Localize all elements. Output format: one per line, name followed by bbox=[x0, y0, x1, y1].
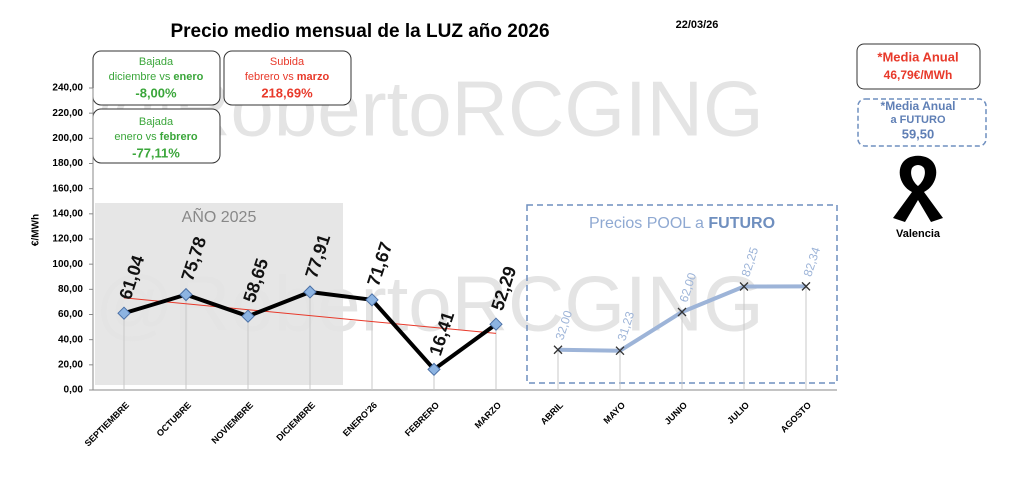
marker bbox=[117, 306, 131, 320]
y-axis-label: €/MWh bbox=[31, 214, 42, 246]
future-text: Precios POOL a bbox=[589, 215, 708, 232]
box-text: diciembre vs bbox=[109, 71, 174, 83]
city: Valencia bbox=[896, 228, 941, 240]
annual-future-label: *Media Anual bbox=[881, 99, 956, 113]
x-tick-label: SEPTIEMBRE bbox=[83, 400, 131, 448]
trendline bbox=[123, 297, 497, 334]
y-tick-label: 180,00 bbox=[52, 158, 83, 169]
marker bbox=[365, 293, 379, 307]
y-tick-label: 220,00 bbox=[52, 108, 83, 119]
box-frame bbox=[856, 43, 981, 90]
chart-title: Precio medio mensual de la LUZ año 2026 bbox=[170, 21, 549, 42]
y-tick-label: 120,00 bbox=[52, 234, 83, 245]
y-tick-label: 40,00 bbox=[58, 334, 83, 345]
box-line: diciembre vs enero bbox=[109, 71, 204, 83]
region-label: AÑO 2025 bbox=[182, 206, 257, 226]
box-bold: enero bbox=[173, 71, 203, 83]
y-tick-label: 160,00 bbox=[52, 183, 83, 194]
ribbon-icon bbox=[893, 155, 943, 222]
annual-future-label: a FUTURO bbox=[891, 114, 946, 126]
data-label: 82,34 bbox=[801, 245, 824, 278]
box-line: Bajada bbox=[139, 116, 174, 128]
y-tick-label: 0,00 bbox=[64, 385, 84, 396]
marker bbox=[677, 307, 687, 317]
box-value: 218,69% bbox=[261, 85, 313, 100]
future-label: Precios POOL a FUTURO bbox=[589, 215, 775, 232]
y-tick-label: 240,00 bbox=[52, 83, 83, 94]
marker bbox=[179, 287, 193, 302]
box-1: Bajada diciembre vs enero -8,00% bbox=[92, 50, 221, 106]
box-frame bbox=[857, 98, 987, 147]
x-tick-label: JULIO bbox=[725, 400, 751, 426]
y-tick-label: 60,00 bbox=[58, 309, 83, 320]
box-frame bbox=[223, 50, 352, 106]
y-tick-label: 20,00 bbox=[58, 359, 83, 370]
marker bbox=[801, 281, 811, 291]
marker bbox=[303, 285, 317, 299]
marker bbox=[553, 345, 563, 355]
y-tick-label: 200,00 bbox=[52, 133, 83, 144]
box-2: Subida febrero vs marzo 218,69% bbox=[223, 50, 352, 106]
box-text: enero vs bbox=[114, 131, 159, 143]
y-tick-label: 100,00 bbox=[52, 259, 83, 270]
x-tick-label: NOVIEMBRE bbox=[209, 400, 255, 446]
y-tick-label: 80,00 bbox=[58, 284, 83, 295]
annual-future-value: 59,50 bbox=[902, 126, 935, 141]
marker bbox=[615, 346, 625, 356]
annual-value: 46,79€/MWh bbox=[884, 68, 953, 82]
x-tick-label: OCTUBRE bbox=[155, 400, 194, 439]
box-line: febrero vs marzo bbox=[245, 71, 330, 83]
marker bbox=[241, 309, 255, 323]
annual: *Media Anual 46,79€/MWh *Media Anual a F… bbox=[856, 43, 987, 147]
box-frame bbox=[92, 50, 221, 106]
box-bold: marzo bbox=[297, 71, 330, 83]
marker bbox=[489, 317, 503, 331]
x-tick-label: MAYO bbox=[602, 400, 628, 426]
date: 22/03/26 bbox=[676, 19, 719, 31]
x-tick-label: ENERO'26 bbox=[341, 400, 379, 438]
annual-label: *Media Anual bbox=[877, 49, 958, 64]
x-tick-label: JUNIO bbox=[663, 400, 690, 427]
x-tick-label: ABRIL bbox=[539, 400, 566, 427]
box-3: Bajada enero vs febrero -77,11% bbox=[92, 108, 221, 164]
x-tick-label: DICIEMBRE bbox=[274, 400, 317, 443]
x-tick-label: AGOSTO bbox=[779, 400, 814, 435]
marker bbox=[739, 282, 749, 291]
box-line: Bajada bbox=[139, 56, 174, 68]
box-value: -8,00% bbox=[135, 85, 177, 100]
future-bold: FUTURO bbox=[708, 215, 775, 232]
box-bold: febrero bbox=[160, 131, 198, 143]
box-value: -77,11% bbox=[132, 145, 180, 160]
box-text: febrero vs bbox=[245, 71, 297, 83]
box-line: Subida bbox=[270, 56, 305, 68]
x-tick-label: FEBRERO bbox=[403, 400, 441, 438]
box-line: enero vs febrero bbox=[114, 131, 197, 143]
marker bbox=[427, 362, 441, 377]
x-tick-label: MARZO bbox=[473, 400, 503, 430]
y-tick-label: 140,00 bbox=[52, 208, 83, 219]
